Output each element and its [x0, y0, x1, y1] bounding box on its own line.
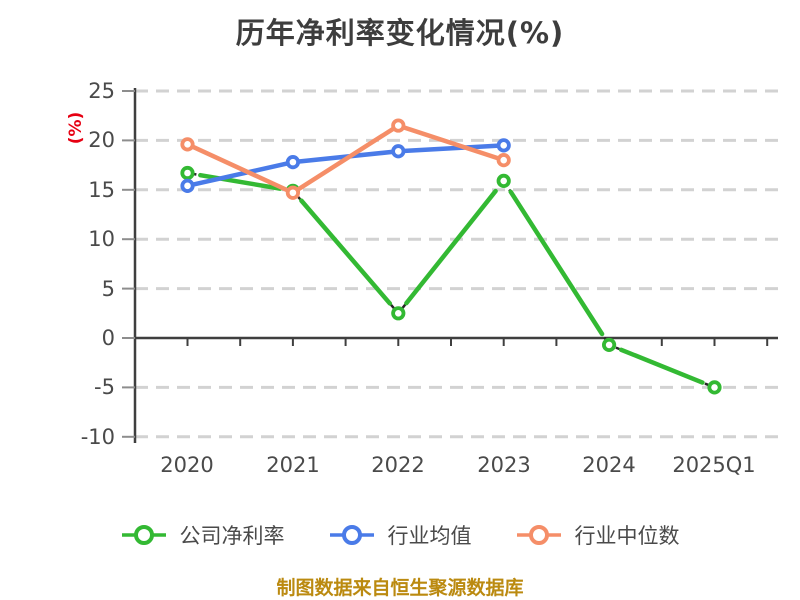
x-tick-label: 2021 — [266, 453, 320, 477]
x-tick-label: 2022 — [371, 453, 425, 477]
y-tick-label: -10 — [80, 425, 115, 449]
legend-item-industry-avg: 行业均值 — [329, 520, 472, 550]
y-tick-label: 5 — [101, 277, 115, 301]
legend-marker-industry-median-icon — [516, 525, 561, 545]
y-tick-label: 15 — [88, 178, 115, 202]
x-tick-label: 2023 — [477, 453, 531, 477]
y-tick-label: 10 — [88, 227, 115, 251]
y-tick-label: -5 — [94, 375, 115, 399]
legend: 公司净利率 行业均值 行业中位数 — [0, 520, 800, 550]
legend-item-company: 公司净利率 — [121, 520, 285, 550]
y-tick-label: 20 — [88, 128, 115, 152]
chart-title: 历年净利率变化情况(%) — [235, 16, 565, 50]
x-tick-label: 2024 — [582, 453, 636, 477]
legend-label-industry-avg: 行业均值 — [387, 524, 472, 548]
legend-marker-industry-avg-icon — [329, 525, 374, 545]
y-tick-label: 0 — [101, 326, 115, 350]
y-tick-label: 25 — [88, 79, 115, 103]
legend-label-company: 公司净利率 — [179, 524, 285, 548]
x-tick-label: 2020 — [160, 453, 214, 477]
data-source-caption: 制图数据来自恒生聚源数据库 — [276, 577, 524, 599]
x-tick-label: 2025Q1 — [672, 453, 756, 477]
legend-marker-company-icon — [121, 525, 166, 545]
legend-label-industry-median: 行业中位数 — [574, 524, 680, 548]
legend-item-industry-median: 行业中位数 — [516, 520, 680, 550]
